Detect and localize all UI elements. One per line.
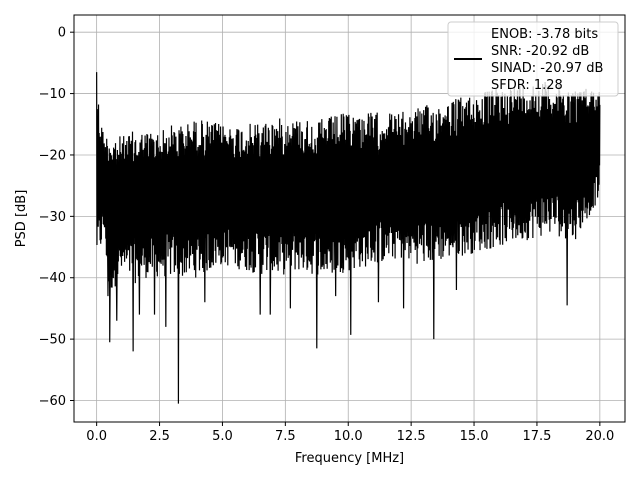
y-tick-label: −40: [39, 271, 66, 286]
legend-entry-line: SINAD: -20.97 dB: [491, 61, 603, 76]
psd-series: [96, 72, 601, 404]
x-axis-ticks: 0.0 2.5 5.0 7.5 10.0 12.5 15.0 17.5 20.0: [86, 422, 614, 444]
x-tick-label: 0.0: [86, 429, 107, 444]
x-tick-label: 10.0: [334, 429, 363, 444]
x-tick-label: 5.0: [212, 429, 233, 444]
x-tick-label: 20.0: [585, 429, 614, 444]
y-axis-label: PSD [dB]: [14, 190, 29, 248]
x-tick-label: 12.5: [397, 429, 426, 444]
y-tick-label: −20: [39, 148, 66, 163]
y-tick-label: −50: [39, 333, 66, 348]
y-tick-label: −60: [39, 394, 66, 409]
legend-entry-line: SNR: -20.92 dB: [491, 44, 589, 59]
legend-box: [447, 21, 619, 97]
x-axis-label: Frequency [MHz]: [295, 451, 404, 466]
legend-entry-line: SFDR: 1.28: [491, 78, 563, 93]
y-tick-label: −30: [39, 210, 66, 225]
y-axis-ticks: 0 −10 −20 −30 −40 −50 −60: [39, 26, 74, 409]
x-tick-label: 7.5: [275, 429, 296, 444]
plot-frame: [73, 14, 626, 423]
x-tick-label: 15.0: [460, 429, 489, 444]
legend: ENOB: -3.78 bits SNR: -20.92 dB SINAD: -20…: [447, 21, 619, 97]
psd-line: [96, 72, 601, 404]
x-tick-label: 2.5: [149, 429, 170, 444]
y-tick-label: −10: [39, 87, 66, 102]
y-tick-label: 0: [58, 26, 66, 41]
legend-entry-line: ENOB: -3.78 bits: [491, 27, 598, 42]
x-tick-label: 17.5: [522, 429, 551, 444]
